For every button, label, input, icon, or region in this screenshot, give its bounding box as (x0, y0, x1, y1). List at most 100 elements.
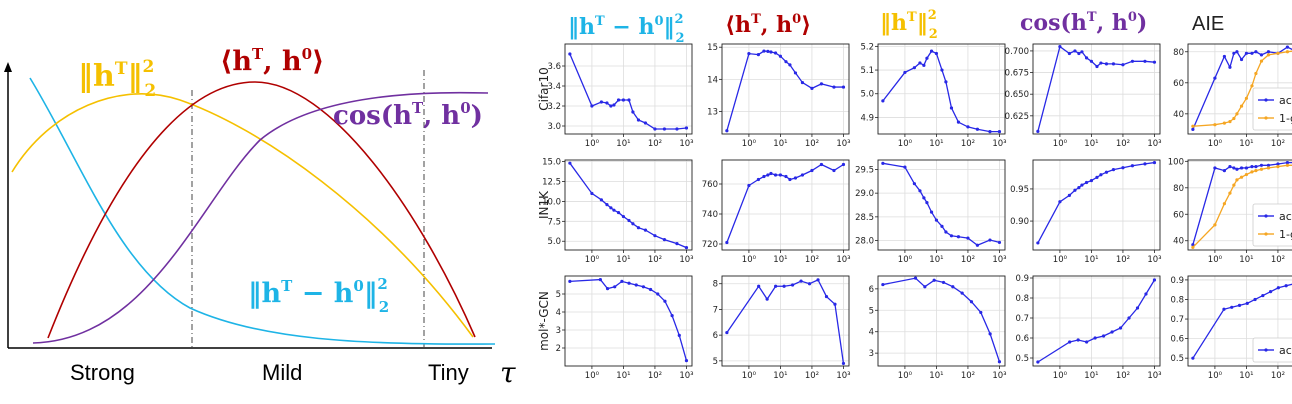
x-tick-label: 10² (1271, 139, 1285, 149)
x-tick-label: 10⁰ (585, 255, 600, 265)
subplot-frame (1187, 275, 1292, 367)
y-tick-label: 80 (1173, 184, 1184, 194)
legend-entry: acc (1279, 344, 1292, 357)
data-point (799, 279, 803, 283)
subplot-frame (1032, 43, 1161, 135)
data-point (627, 218, 631, 223)
x-tick-label: 10⁰ (585, 139, 600, 149)
legend-entry: 1-gap (1279, 228, 1292, 241)
data-point (923, 285, 927, 289)
y-tick-label: 760 (702, 180, 718, 190)
data-point (922, 196, 926, 200)
data-point (1089, 59, 1094, 63)
data-point (677, 333, 681, 337)
data-point (1266, 163, 1271, 167)
data-point (1104, 62, 1109, 66)
schematic-panel: Strong Mild Tiny τ ‖hT‖2 2 ⟨hT, h0⟩ cos(h… (4, 45, 516, 389)
y-tick-label: 40 (1173, 110, 1184, 120)
x-tick-label: 10¹ (773, 255, 787, 265)
data-point (670, 314, 674, 318)
x-tick-label: 10⁰ (898, 139, 913, 149)
subplot: 10⁰10¹10²10³406080acc1-gap (1173, 43, 1292, 149)
data-point (621, 98, 626, 102)
data-point (1111, 168, 1116, 172)
data-point (1191, 245, 1195, 249)
data-point (966, 236, 970, 240)
data-point (1121, 63, 1125, 67)
data-point (1036, 360, 1040, 364)
x-tick-label: 10² (1116, 371, 1130, 381)
x-tick-label: 10¹ (1239, 371, 1253, 381)
y-tick-label: 0.6 (1015, 334, 1029, 344)
y-tick-label: 5.1 (860, 66, 874, 76)
series-line (569, 162, 687, 249)
y-tick-label: 15.0 (542, 158, 561, 168)
x-tick-label: 10¹ (929, 371, 943, 381)
data-point (1237, 303, 1242, 307)
data-point (663, 299, 667, 303)
label-inner-product: ⟨hT, h0⟩ (220, 45, 324, 77)
y-tick-label: 4.9 (860, 113, 874, 123)
series-line (726, 279, 845, 364)
data-point (599, 198, 603, 202)
legend-entry: acc (1279, 94, 1292, 107)
data-point (790, 283, 795, 287)
data-point (612, 208, 616, 212)
y-tick-label: 2 (556, 344, 561, 354)
y-tick-label: 4 (556, 308, 561, 318)
y-tick-label: 13 (707, 108, 718, 118)
subplot-frame (564, 43, 693, 135)
subplot-frame (877, 159, 1006, 251)
data-point (793, 176, 798, 180)
data-point (1191, 124, 1195, 128)
subplot: 10⁰ 10¹ 10² 10³ 13 14 15 (707, 43, 850, 149)
data-point (1254, 50, 1258, 54)
data-point (903, 70, 907, 75)
data-point (599, 100, 603, 104)
x-tick-label: 10² (648, 371, 662, 381)
data-point (605, 101, 609, 105)
x-tick-label: 10¹ (773, 139, 787, 149)
x-tick-label: 10² (961, 371, 975, 381)
data-point (1254, 165, 1258, 169)
data-point (925, 56, 929, 60)
x-tick-label: 10² (961, 255, 975, 265)
x-tick-label: 10⁰ (898, 255, 913, 265)
data-point (1101, 334, 1106, 338)
data-point (918, 189, 922, 193)
data-point (778, 173, 783, 177)
data-point (725, 240, 729, 245)
data-point (684, 246, 689, 250)
y-tick-label: 0.8 (1015, 294, 1029, 304)
column-title-aie: AIE (1192, 13, 1224, 35)
legend-marker (1264, 98, 1268, 102)
data-point (1239, 175, 1244, 179)
data-point (1152, 60, 1157, 64)
x-tick-label: 10⁰ (742, 139, 757, 149)
y-tick-label: 5 (713, 357, 718, 367)
data-point (949, 234, 954, 238)
data-point (1266, 50, 1271, 54)
data-point (627, 281, 631, 285)
x-tick-label: 10³ (836, 139, 850, 149)
data-point (1213, 76, 1217, 80)
data-point (1285, 45, 1290, 49)
subplot: 10⁰10¹10²10³406080100acc1-gap (1168, 157, 1292, 265)
subplot-frame (1187, 159, 1292, 251)
subplot-frame (721, 275, 850, 367)
series-line (882, 277, 1001, 362)
x-tick-label: 10¹ (929, 139, 943, 149)
x-tick-label: 10² (805, 255, 819, 265)
data-point (1118, 326, 1123, 330)
data-point (1222, 307, 1226, 311)
y-tick-label: 80 (1173, 48, 1184, 58)
data-point (756, 53, 760, 57)
column-titles: ‖hT − h0‖2 2 ⟨hT, h0⟩ ‖hT‖2 2 cos(hT, h0) … (568, 8, 1224, 46)
data-point (913, 276, 918, 280)
data-point (810, 168, 814, 173)
data-point (1276, 286, 1280, 290)
x-tick-label: 10¹ (929, 255, 943, 265)
y-tick-label: 3.6 (547, 62, 561, 72)
data-point (819, 82, 824, 86)
data-point (881, 161, 885, 165)
